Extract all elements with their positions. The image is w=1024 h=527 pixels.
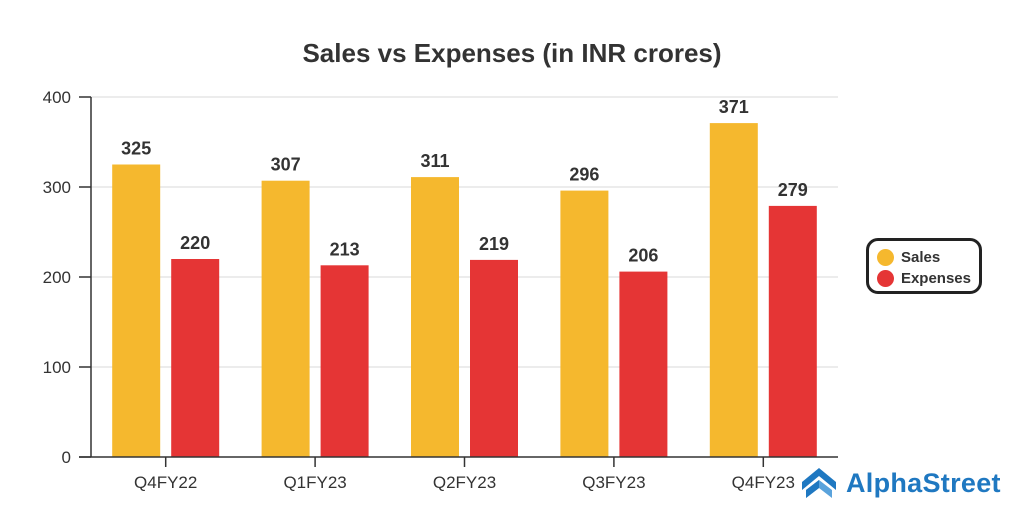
bar-expenses[interactable] bbox=[470, 259, 518, 457]
data-label-expenses: 219 bbox=[479, 234, 509, 254]
bar-sales[interactable] bbox=[709, 123, 758, 457]
data-label-sales: 325 bbox=[121, 139, 151, 159]
bar-expenses[interactable] bbox=[320, 265, 369, 457]
y-tick-label: 100 bbox=[43, 358, 71, 377]
axes: 0 100 200 300 400 Q4FY22 Q1FY23 Q2FY23 Q3FY23 Q4F… bbox=[43, 88, 838, 492]
legend: Sales Expenses bbox=[866, 238, 982, 294]
legend-swatch-sales bbox=[877, 249, 894, 266]
data-label-expenses: 279 bbox=[778, 180, 808, 200]
bar-expenses[interactable] bbox=[171, 259, 220, 457]
bar-sales[interactable] bbox=[261, 180, 310, 457]
data-label-sales: 371 bbox=[719, 97, 749, 117]
bars bbox=[112, 123, 817, 457]
bar-sales[interactable] bbox=[411, 177, 459, 457]
bar-expenses[interactable] bbox=[768, 205, 817, 457]
legend-item-expenses[interactable]: Expenses bbox=[877, 268, 971, 289]
legend-label-sales: Sales bbox=[901, 249, 941, 266]
data-label-expenses: 206 bbox=[628, 246, 658, 266]
y-tick-label: 0 bbox=[62, 448, 71, 467]
brand-logo: AlphaStreet bbox=[800, 466, 1001, 500]
x-tick-label: Q1FY23 bbox=[283, 473, 346, 492]
bar-sales[interactable] bbox=[112, 164, 161, 458]
data-label-expenses: 213 bbox=[330, 239, 360, 259]
legend-label-expenses: Expenses bbox=[900, 270, 971, 287]
y-tick-label: 400 bbox=[43, 88, 71, 107]
x-tick-label: Q2FY23 bbox=[433, 473, 496, 492]
bar-expenses[interactable] bbox=[619, 271, 668, 457]
data-label-expenses: 220 bbox=[180, 233, 210, 253]
data-label-sales: 296 bbox=[569, 165, 599, 185]
x-tick-label: Q4FY22 bbox=[134, 473, 197, 492]
legend-item-sales[interactable]: Sales bbox=[877, 247, 971, 268]
legend-swatch-expenses bbox=[877, 270, 894, 287]
data-label-sales: 311 bbox=[420, 151, 449, 171]
y-tick-label: 300 bbox=[43, 178, 71, 197]
alphastreet-logo-icon bbox=[802, 468, 836, 498]
bar-sales[interactable] bbox=[560, 190, 609, 457]
x-tick-label: Q3FY23 bbox=[582, 473, 645, 492]
chart-title: Sales vs Expenses (in INR crores) bbox=[302, 38, 721, 68]
y-tick-label: 200 bbox=[43, 268, 71, 287]
data-label-sales: 307 bbox=[271, 155, 301, 175]
brand-name: AlphaStreet bbox=[846, 467, 1001, 498]
data-labels: 325 220 307 213 311 219 296 206 371 279 bbox=[121, 97, 808, 266]
x-tick-label: Q4FY23 bbox=[732, 473, 795, 492]
